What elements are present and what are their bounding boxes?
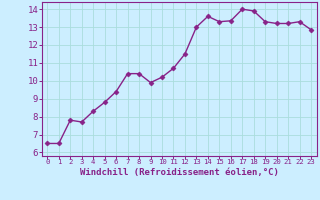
X-axis label: Windchill (Refroidissement éolien,°C): Windchill (Refroidissement éolien,°C): [80, 168, 279, 177]
